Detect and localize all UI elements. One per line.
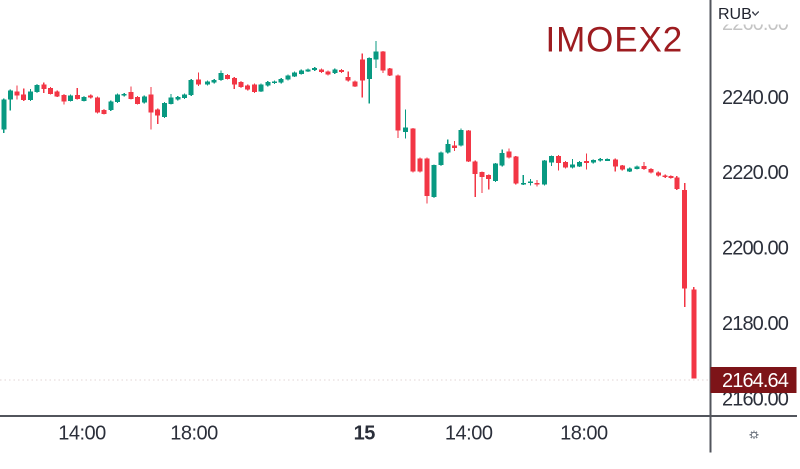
svg-text:2220.00: 2220.00 (722, 162, 789, 184)
svg-text:14:00: 14:00 (58, 422, 106, 444)
svg-text:2200.00: 2200.00 (722, 238, 789, 260)
svg-text:2180.00: 2180.00 (722, 313, 789, 335)
svg-text:RUB: RUB (718, 6, 752, 23)
svg-text:2260.00: 2260.00 (722, 13, 789, 35)
svg-text:2164.64: 2164.64 (722, 370, 789, 392)
svg-text:15: 15 (354, 422, 376, 444)
svg-text:2240.00: 2240.00 (722, 87, 789, 109)
svg-text:18:00: 18:00 (170, 422, 218, 444)
svg-text:14:00: 14:00 (445, 422, 493, 444)
svg-text:18:00: 18:00 (560, 422, 608, 444)
svg-text:IMOEX2: IMOEX2 (546, 21, 684, 60)
svg-text:2160.00: 2160.00 (722, 389, 789, 411)
